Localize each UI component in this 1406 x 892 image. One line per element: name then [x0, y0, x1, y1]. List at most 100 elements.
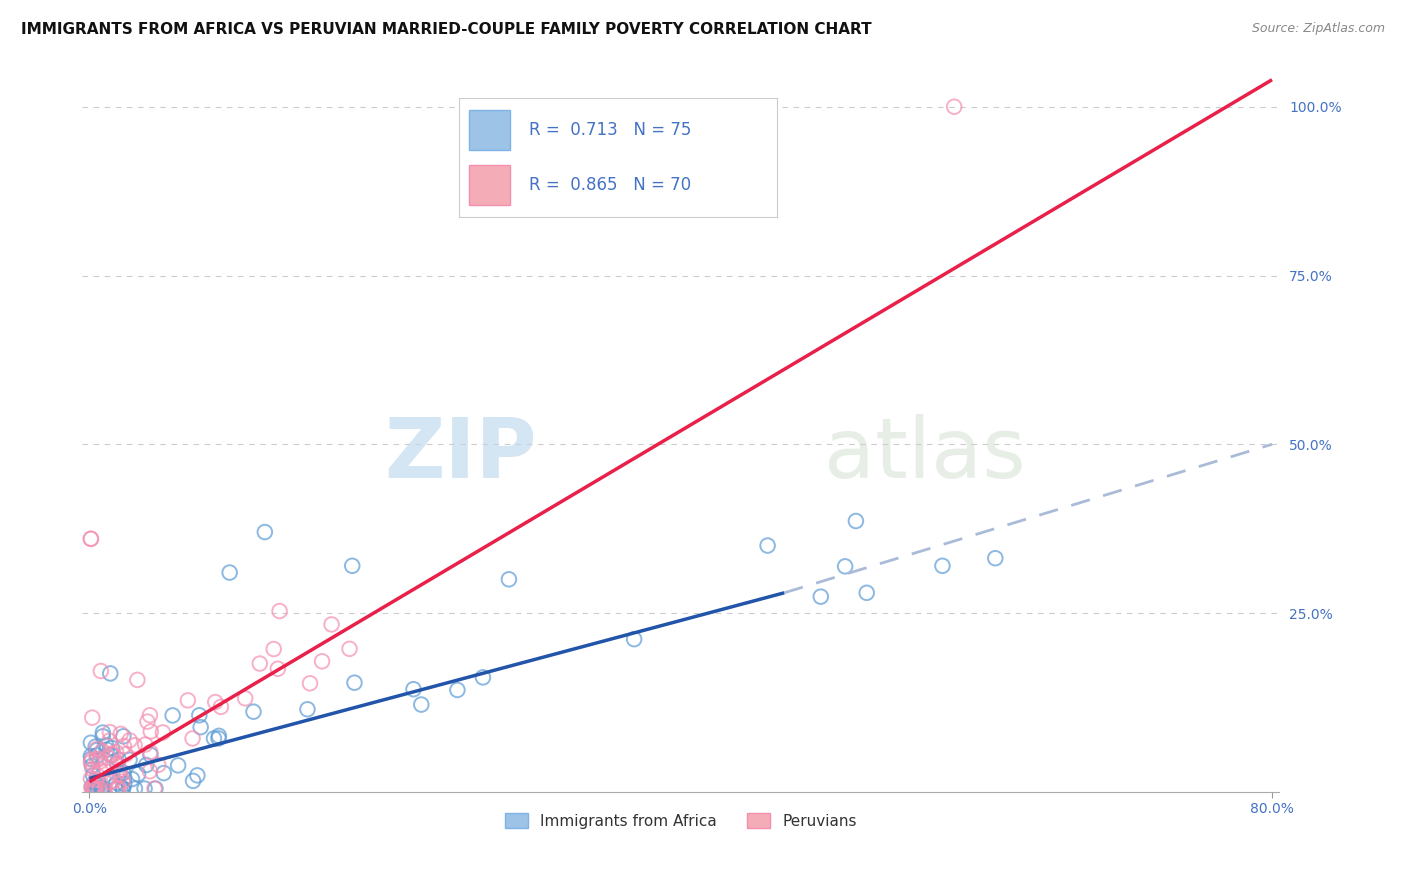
Point: [136, 714, 159, 729]
Point: [80, 749, 103, 764]
Point: [112, 739, 135, 753]
Point: [139, 724, 162, 739]
Point: [623, 632, 645, 647]
Point: [135, 758, 157, 772]
Point: [249, 657, 271, 671]
Point: [145, 781, 167, 796]
Point: [83, 781, 105, 796]
Point: [89, 752, 111, 766]
Point: [402, 682, 425, 697]
Point: [342, 558, 364, 573]
Point: [253, 524, 276, 539]
Point: [167, 758, 190, 772]
Point: [188, 708, 211, 723]
Point: [80, 532, 103, 546]
Point: [91, 744, 114, 758]
Point: [105, 767, 128, 781]
Point: [91, 781, 114, 796]
Point: [83, 781, 105, 796]
Point: [177, 693, 200, 707]
Point: [207, 731, 229, 746]
Point: [108, 763, 131, 777]
Point: [139, 708, 162, 723]
Point: [80, 532, 103, 546]
Point: [86, 778, 108, 792]
Point: [103, 747, 125, 762]
Point: [112, 781, 135, 796]
Point: [845, 514, 868, 528]
Point: [139, 745, 162, 759]
Point: [411, 698, 433, 712]
Point: [84, 775, 107, 789]
Point: [83, 781, 105, 796]
Point: [89, 781, 111, 796]
Point: [80, 772, 103, 786]
Point: [181, 731, 204, 746]
Point: [202, 731, 225, 746]
Point: [82, 781, 104, 796]
Point: [124, 781, 146, 796]
Point: [269, 604, 291, 618]
Point: [84, 739, 107, 754]
Point: [233, 691, 256, 706]
Text: Source: ZipAtlas.com: Source: ZipAtlas.com: [1251, 22, 1385, 36]
Point: [810, 590, 832, 604]
Point: [104, 779, 127, 793]
Point: [84, 781, 107, 796]
Point: [89, 755, 111, 769]
Point: [103, 773, 125, 788]
Point: [208, 729, 231, 743]
Point: [127, 767, 149, 781]
Point: [756, 539, 779, 553]
Point: [107, 781, 129, 796]
Point: [218, 566, 240, 580]
Point: [855, 586, 877, 600]
Point: [105, 756, 128, 771]
Point: [87, 774, 110, 789]
Point: [111, 781, 134, 796]
Point: [96, 742, 118, 756]
Legend: Immigrants from Africa, Peruvians: Immigrants from Africa, Peruvians: [499, 806, 863, 835]
Point: [471, 670, 494, 684]
Point: [834, 559, 856, 574]
Point: [984, 551, 1007, 566]
Text: ZIP: ZIP: [384, 414, 537, 494]
Point: [86, 768, 108, 782]
Point: [121, 772, 143, 786]
Text: atlas: atlas: [824, 414, 1026, 494]
Point: [98, 733, 121, 747]
Point: [311, 654, 333, 668]
Point: [139, 764, 162, 779]
Point: [339, 641, 361, 656]
Point: [143, 781, 166, 796]
Point: [80, 759, 103, 773]
Point: [118, 733, 141, 747]
Point: [86, 743, 108, 757]
Point: [209, 699, 232, 714]
Point: [105, 781, 128, 796]
Point: [112, 729, 135, 743]
Point: [118, 753, 141, 767]
Point: [105, 776, 128, 790]
Point: [242, 705, 264, 719]
Point: [943, 100, 966, 114]
Point: [139, 747, 162, 762]
Point: [100, 775, 122, 789]
Point: [91, 781, 114, 796]
Point: [84, 772, 107, 787]
Point: [86, 748, 108, 763]
Point: [112, 765, 135, 780]
Point: [111, 774, 134, 789]
Point: [321, 617, 343, 632]
Point: [105, 781, 128, 796]
Point: [90, 664, 112, 678]
Point: [80, 736, 103, 750]
Point: [498, 572, 520, 586]
Point: [100, 747, 122, 761]
Point: [107, 781, 129, 796]
Point: [80, 756, 103, 770]
Point: [127, 673, 149, 687]
Point: [91, 781, 114, 796]
Point: [343, 675, 366, 690]
Point: [186, 768, 208, 782]
